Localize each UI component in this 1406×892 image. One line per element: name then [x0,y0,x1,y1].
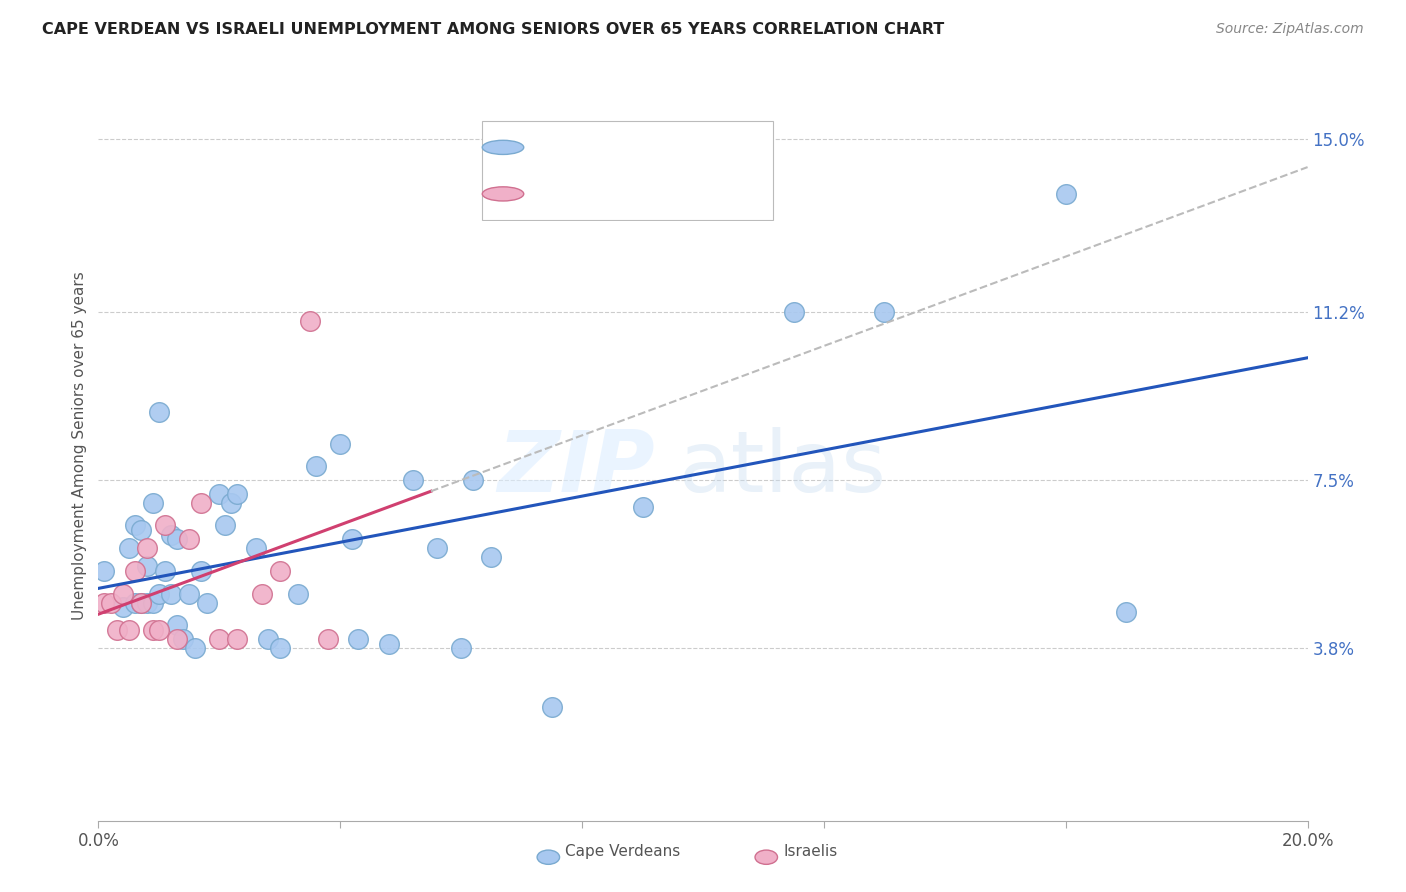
Point [402,473,425,487]
Point [160,527,183,541]
Point [118,541,141,556]
Point [135,541,157,556]
Point [153,564,176,578]
Point [135,596,157,610]
Point [129,596,152,610]
Point [166,532,188,546]
Point [111,600,134,615]
Point [142,596,165,610]
Point [269,641,291,656]
Point [226,632,249,646]
Point [111,586,134,600]
Point [305,459,328,474]
Point [124,518,146,533]
Point [269,564,291,578]
Point [1054,186,1077,201]
Point [190,496,212,510]
Point [287,586,309,600]
Point [100,596,122,610]
Point [135,559,157,574]
Text: Source: ZipAtlas.com: Source: ZipAtlas.com [1216,22,1364,37]
Point [342,532,364,546]
Point [226,486,249,500]
Point [148,586,170,600]
Point [184,641,207,656]
Point [631,500,654,515]
Text: Cape Verdeans: Cape Verdeans [565,844,681,859]
Point [148,405,170,419]
Point [208,632,231,646]
Point [377,636,399,650]
Point [256,632,278,646]
Point [316,632,339,646]
Point [873,305,896,319]
Point [179,532,201,546]
Point [179,586,201,600]
Point [124,564,146,578]
Point [329,436,352,450]
Point [142,623,165,637]
Point [190,564,212,578]
Point [166,618,188,632]
Point [166,632,188,646]
Text: CAPE VERDEAN VS ISRAELI UNEMPLOYMENT AMONG SENIORS OVER 65 YEARS CORRELATION CHA: CAPE VERDEAN VS ISRAELI UNEMPLOYMENT AMO… [42,22,945,37]
Point [142,496,165,510]
Point [153,518,176,533]
Point [426,541,449,556]
Text: ZIP: ZIP [496,427,655,510]
Point [208,486,231,500]
Point [540,700,562,714]
Point [250,586,273,600]
Point [221,496,243,510]
Point [129,523,152,537]
Text: atlas: atlas [679,427,887,510]
Point [172,632,194,646]
Point [214,518,236,533]
Point [245,541,267,556]
Point [93,564,115,578]
Point [93,596,115,610]
Point [783,305,806,319]
Point [463,473,485,487]
Point [105,623,128,637]
Point [160,586,183,600]
Point [347,632,370,646]
Point [124,596,146,610]
Point [299,314,322,328]
Point [148,623,170,637]
Point [1115,605,1137,619]
Point [195,596,218,610]
Y-axis label: Unemployment Among Seniors over 65 years: Unemployment Among Seniors over 65 years [72,272,87,620]
Point [450,641,472,656]
Point [129,596,152,610]
Text: Israelis: Israelis [783,844,838,859]
Point [481,550,503,565]
Point [118,623,141,637]
